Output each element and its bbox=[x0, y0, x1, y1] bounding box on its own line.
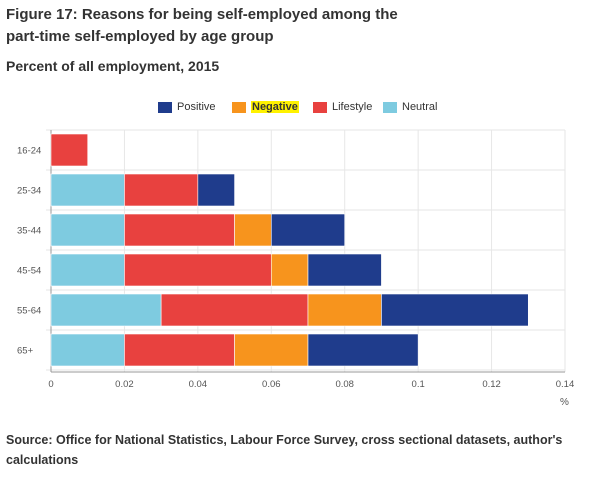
bar-positive-55-64 bbox=[381, 293, 529, 327]
chart-title: Figure 17: Reasons for being self-employ… bbox=[6, 6, 398, 45]
x-axis-label: % bbox=[560, 397, 569, 408]
x-tick-label: 0.04 bbox=[189, 379, 208, 390]
legend-label-lifestyle: Lifestyle bbox=[332, 101, 373, 113]
bar-negative-65+ bbox=[234, 333, 309, 367]
y-tick-label: 16-24 bbox=[17, 146, 41, 157]
legend-swatch-negative bbox=[232, 101, 246, 113]
legend-label-negative: Negative bbox=[251, 101, 299, 113]
bar-lifestyle-65+ bbox=[124, 333, 235, 367]
bar-neutral-55-64 bbox=[50, 293, 162, 327]
bar-neutral-65+ bbox=[50, 333, 125, 367]
legend-label-neutral: Neutral bbox=[402, 101, 438, 113]
bar-lifestyle-25-34 bbox=[124, 173, 199, 207]
x-tick-label: 0.06 bbox=[262, 379, 281, 390]
bar-positive-45-54 bbox=[307, 253, 382, 287]
stacked-bar-chart: 0 0.02 0.04 0.06 0.08 0.1 0.12 0.14 16-24 25-34 35… bbox=[17, 129, 575, 408]
bar-positive-35-44 bbox=[270, 213, 346, 247]
x-tick-label: 0.08 bbox=[335, 379, 354, 390]
bar-neutral-25-34 bbox=[50, 173, 125, 207]
bar-negative-55-64 bbox=[307, 293, 382, 327]
bar-lifestyle-35-44 bbox=[124, 213, 235, 247]
x-tick-label: 0.12 bbox=[482, 379, 501, 390]
chart-legend: Positive Negative Lifestyle Neutral bbox=[0, 101, 600, 121]
chart-subtitle: Percent of all employment, 2015 bbox=[6, 58, 220, 74]
bar-neutral-35-44 bbox=[50, 213, 125, 247]
legend-item-neutral: Neutral bbox=[383, 101, 437, 113]
legend-swatch-neutral bbox=[383, 101, 397, 113]
bar-lifestyle-16-24 bbox=[50, 133, 89, 167]
bar-lifestyle-45-54 bbox=[124, 253, 272, 287]
source-note: Source: Office for National Statistics, … bbox=[6, 433, 563, 467]
x-tick-label: 0 bbox=[48, 379, 53, 390]
x-tick-label: 0.14 bbox=[556, 379, 575, 390]
legend-label-positive: Positive bbox=[177, 101, 216, 113]
bar-lifestyle-55-64 bbox=[160, 293, 309, 327]
bar-positive-65+ bbox=[307, 333, 419, 367]
legend-swatch-positive bbox=[158, 101, 172, 113]
bar-negative-35-44 bbox=[234, 213, 272, 247]
y-tick-label: 55-64 bbox=[17, 306, 41, 317]
legend-swatch-lifestyle bbox=[313, 101, 327, 113]
y-tick-label: 45-54 bbox=[17, 266, 41, 277]
x-tick-label: 0.02 bbox=[115, 379, 134, 390]
bar-negative-45-54 bbox=[270, 253, 309, 287]
legend-item-negative: Negative bbox=[232, 101, 299, 113]
legend-item-positive: Positive bbox=[158, 101, 216, 113]
legend-item-lifestyle: Lifestyle bbox=[313, 101, 372, 113]
bar-positive-25-34 bbox=[197, 173, 235, 207]
y-tick-label: 35-44 bbox=[17, 226, 41, 237]
y-tick-label: 65+ bbox=[17, 346, 34, 357]
bar-neutral-45-54 bbox=[50, 253, 125, 287]
x-tick-label: 0.1 bbox=[412, 379, 425, 390]
y-tick-label: 25-34 bbox=[17, 186, 41, 197]
